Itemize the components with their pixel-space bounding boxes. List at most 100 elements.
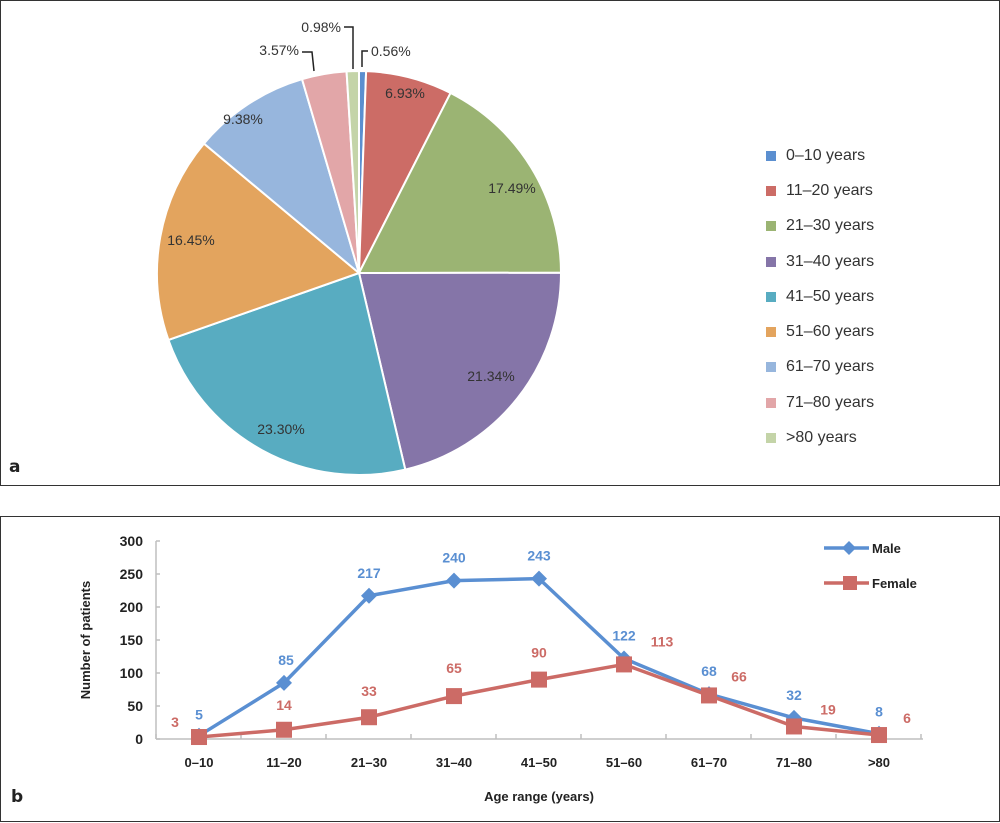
marker-female-square — [786, 718, 802, 735]
pie-slice — [345, 69, 360, 274]
pie-leader-line — [344, 26, 354, 69]
marker-male-diamond — [276, 674, 292, 691]
pie-leader-line — [361, 50, 368, 67]
marker-female-square — [191, 729, 207, 746]
legend-swatch — [766, 221, 776, 232]
marker-female-square — [701, 687, 717, 704]
legend-label: 61–70 years — [786, 358, 875, 376]
legend-item: 0–10 years — [766, 138, 874, 173]
marker-female-square — [531, 671, 547, 688]
legend-swatch — [766, 327, 776, 338]
legend-label: Female — [872, 576, 917, 591]
y-tick-label: 250 — [120, 566, 144, 582]
x-tick-label: 31–40 — [436, 755, 472, 770]
legend-swatch — [766, 397, 776, 408]
legend-item: 71–80 years — [766, 385, 874, 420]
panel-label-b: b — [11, 787, 24, 807]
legend-marker-diamond — [842, 541, 856, 555]
marker-male-diamond — [531, 570, 547, 587]
legend-swatch — [766, 150, 776, 161]
data-label: 5 — [195, 707, 203, 723]
legend-swatch — [766, 362, 776, 373]
pie-chart-svg: 0.56% 6.93% 17.49% 21.34% 23.30% 16.45% 9.38% 3… — [156, 19, 563, 476]
pie-data-label: 0.56% — [371, 43, 411, 59]
y-tick-label: 0 — [135, 731, 143, 747]
marker-male-diamond — [446, 572, 462, 589]
data-label: 8 — [875, 704, 883, 720]
legend-label: 21–30 years — [786, 217, 875, 235]
panel-label-a: a — [9, 457, 21, 477]
x-axis-title: Age range (years) — [484, 789, 594, 804]
panel-b-line-chart: 0 50 100 150 200 250 300 0–10 11–20 21–30 31–40 41–… — [0, 516, 1000, 822]
x-tick-label: 0–10 — [185, 755, 214, 770]
pie-data-label: 21.34% — [467, 368, 514, 384]
pie-data-label: 3.57% — [259, 42, 299, 58]
legend-label: >80 years — [786, 429, 857, 447]
legend-label: 0–10 years — [786, 146, 866, 164]
pie-slice — [167, 271, 407, 476]
x-tick-label: 21–30 — [351, 755, 387, 770]
data-label: 3 — [171, 714, 179, 730]
legend-item: 21–30 years — [766, 209, 874, 244]
data-label: 19 — [820, 701, 836, 717]
data-label: 66 — [731, 668, 747, 684]
marker-female-square — [276, 721, 292, 738]
legend-marker-square — [843, 576, 857, 590]
data-label: 217 — [357, 565, 381, 581]
pie-data-label: 6.93% — [385, 85, 425, 101]
legend-item: 51–60 years — [766, 314, 874, 349]
line-chart-svg: 0 50 100 150 200 250 300 0–10 11–20 21–30 31–40 41–… — [78, 533, 923, 804]
data-label: 113 — [651, 633, 674, 649]
y-tick-label: 300 — [120, 533, 144, 549]
pie-data-label: 0.98% — [301, 19, 341, 35]
marker-female-square — [616, 656, 632, 673]
y-tick-label: 100 — [120, 665, 144, 681]
pie-data-label: 16.45% — [167, 232, 214, 248]
data-label: 90 — [531, 645, 547, 661]
legend-label: 31–40 years — [786, 252, 875, 270]
marker-female-square — [361, 709, 377, 726]
data-label: 68 — [701, 663, 717, 679]
x-tick-label: 61–70 — [691, 755, 727, 770]
x-tick-label: 71–80 — [776, 755, 812, 770]
y-tick-label: 150 — [120, 632, 144, 648]
pie-leader-line — [302, 51, 315, 72]
legend-swatch — [766, 433, 776, 444]
panel-a-pie-chart: 0.56% 6.93% 17.49% 21.34% 23.30% 16.45% 9.38% 3… — [0, 0, 1000, 486]
legend-swatch — [766, 256, 776, 267]
data-label: 240 — [442, 550, 466, 566]
data-label: 65 — [446, 660, 462, 676]
data-label: 122 — [612, 627, 636, 643]
legend-label: Male — [872, 541, 901, 556]
data-label: 32 — [786, 687, 802, 703]
legend-label: 71–80 years — [786, 393, 875, 411]
data-label: 6 — [903, 710, 911, 726]
pie-data-label: 9.38% — [223, 111, 263, 127]
y-axis-title: Number of patients — [78, 581, 93, 699]
pie-data-label: 23.30% — [257, 421, 304, 437]
legend-label: 11–20 years — [786, 181, 873, 199]
legend-label: 41–50 years — [786, 287, 875, 305]
y-tick-label: 200 — [120, 599, 144, 615]
legend-item: 61–70 years — [766, 350, 874, 385]
marker-female-square — [446, 688, 462, 705]
legend-swatch — [766, 291, 776, 302]
legend-item: 41–50 years — [766, 279, 874, 314]
data-label: 33 — [361, 683, 377, 699]
legend-item: 11–20 years — [766, 173, 874, 208]
data-label: 14 — [276, 697, 292, 713]
legend-item: >80 years — [766, 420, 874, 455]
legend-label: 51–60 years — [786, 323, 875, 341]
data-label: 85 — [278, 652, 294, 668]
x-tick-label: >80 — [868, 755, 890, 770]
legend-item: 31–40 years — [766, 244, 874, 279]
marker-male-diamond — [361, 587, 377, 604]
pie-legend: 0–10 years 11–20 years 21–30 years 31–40 ye… — [766, 138, 874, 456]
pie-slice — [156, 142, 361, 342]
marker-female-square — [871, 727, 887, 744]
x-tick-label: 41–50 — [521, 755, 557, 770]
pie-data-label: 17.49% — [488, 180, 535, 196]
legend-swatch — [766, 185, 776, 196]
x-tick-label: 51–60 — [606, 755, 642, 770]
pie-slice — [357, 271, 563, 471]
